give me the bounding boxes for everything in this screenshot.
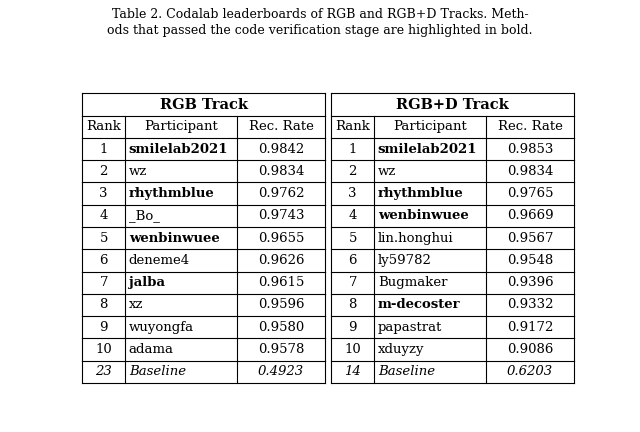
Text: 0.9834: 0.9834	[507, 165, 553, 178]
Text: 3: 3	[99, 187, 108, 200]
Text: 8: 8	[348, 299, 357, 311]
Text: 0.4923: 0.4923	[258, 365, 304, 378]
Text: ly59782: ly59782	[378, 254, 431, 267]
Text: wuyongfa: wuyongfa	[129, 321, 194, 334]
Text: jalba: jalba	[129, 276, 165, 289]
Text: 0.9615: 0.9615	[258, 276, 304, 289]
Text: wenbinwuee: wenbinwuee	[378, 210, 468, 222]
Text: Rec. Rate: Rec. Rate	[497, 120, 563, 133]
Text: papastrat: papastrat	[378, 321, 442, 334]
Text: 7: 7	[99, 276, 108, 289]
Text: RGB+D Track: RGB+D Track	[396, 98, 509, 111]
Text: 0.9396: 0.9396	[507, 276, 553, 289]
Text: 2: 2	[348, 165, 357, 178]
Text: Bugmaker: Bugmaker	[378, 276, 447, 289]
Text: Baseline: Baseline	[378, 365, 435, 378]
Text: 23: 23	[95, 365, 112, 378]
Text: 0.9332: 0.9332	[507, 299, 553, 311]
Text: 0.9580: 0.9580	[258, 321, 304, 334]
Text: 5: 5	[348, 232, 357, 245]
Text: xduyzy: xduyzy	[378, 343, 424, 356]
Text: lin.honghui: lin.honghui	[378, 232, 453, 245]
Text: 0.9669: 0.9669	[507, 210, 553, 222]
Text: 0.9655: 0.9655	[258, 232, 304, 245]
Text: 0.9086: 0.9086	[507, 343, 553, 356]
Text: 0.9172: 0.9172	[507, 321, 553, 334]
Text: 0.9834: 0.9834	[258, 165, 304, 178]
Text: 10: 10	[95, 343, 112, 356]
Text: 6: 6	[348, 254, 357, 267]
Text: 3: 3	[348, 187, 357, 200]
Text: m-decoster: m-decoster	[378, 299, 460, 311]
Text: deneme4: deneme4	[129, 254, 190, 267]
Text: Participant: Participant	[144, 120, 218, 133]
Text: 6: 6	[99, 254, 108, 267]
Text: Rank: Rank	[335, 120, 370, 133]
Text: 8: 8	[99, 299, 108, 311]
Text: adama: adama	[129, 343, 174, 356]
Text: smilelab2021: smilelab2021	[378, 143, 477, 156]
Text: 0.9853: 0.9853	[507, 143, 553, 156]
Text: Rank: Rank	[86, 120, 121, 133]
Text: Participant: Participant	[393, 120, 467, 133]
Text: 0.9762: 0.9762	[258, 187, 304, 200]
Text: Baseline: Baseline	[129, 365, 186, 378]
Text: 0.9567: 0.9567	[507, 232, 553, 245]
Text: smilelab2021: smilelab2021	[129, 143, 228, 156]
Text: RGB Track: RGB Track	[159, 98, 248, 111]
Text: 5: 5	[99, 232, 108, 245]
Text: xz: xz	[129, 299, 143, 311]
Text: 0.9578: 0.9578	[258, 343, 304, 356]
Text: 4: 4	[99, 210, 108, 222]
Text: 0.9842: 0.9842	[258, 143, 304, 156]
Text: _Bo_: _Bo_	[129, 210, 160, 222]
Text: 14: 14	[344, 365, 361, 378]
Text: 0.9548: 0.9548	[507, 254, 553, 267]
Text: rhythmblue: rhythmblue	[378, 187, 463, 200]
Text: wz: wz	[378, 165, 396, 178]
Text: 4: 4	[348, 210, 357, 222]
Text: 1: 1	[99, 143, 108, 156]
Text: ods that passed the code verification stage are highlighted in bold.: ods that passed the code verification st…	[108, 24, 532, 37]
Text: 10: 10	[344, 343, 361, 356]
Text: wenbinwuee: wenbinwuee	[129, 232, 220, 245]
Text: Rec. Rate: Rec. Rate	[248, 120, 314, 133]
Text: 0.9626: 0.9626	[258, 254, 304, 267]
Text: 9: 9	[348, 321, 357, 334]
Text: 1: 1	[348, 143, 357, 156]
Text: 2: 2	[99, 165, 108, 178]
Text: wz: wz	[129, 165, 147, 178]
Text: 9: 9	[99, 321, 108, 334]
Text: rhythmblue: rhythmblue	[129, 187, 214, 200]
Text: 7: 7	[348, 276, 357, 289]
Text: 0.9765: 0.9765	[507, 187, 553, 200]
Text: Table 2. Codalab leaderboards of RGB and RGB+D Tracks. Meth-: Table 2. Codalab leaderboards of RGB and…	[112, 8, 528, 21]
Text: 0.9743: 0.9743	[258, 210, 304, 222]
Text: 0.6203: 0.6203	[507, 365, 553, 378]
Text: 0.9596: 0.9596	[258, 299, 304, 311]
